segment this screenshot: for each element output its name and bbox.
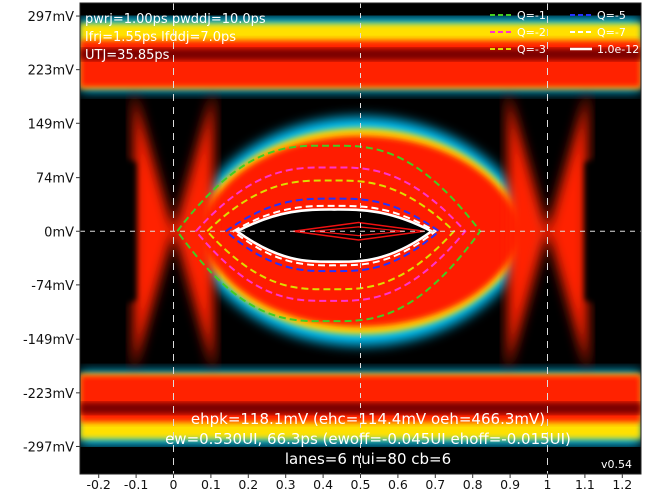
x-axis: -0.2 -0.1 0 0.1 0.2 0.3 0.4 0.5 0.6 0.7 0.8 0.9 1 1.1…	[87, 474, 632, 492]
x-tick-label: -0.1	[124, 477, 148, 492]
legend-label: 1.0e-12	[597, 43, 639, 56]
x-tick-label: -0.2	[87, 477, 111, 492]
params-annotation: pwrj=1.00ps pwddj=10.0ps lfrj=1.55ps lfd…	[85, 12, 266, 63]
y-tick-label: -297mV	[23, 440, 74, 455]
y-tick-label: 74mV	[36, 172, 74, 187]
legend: Q=-1 Q=-5 Q=-2 Q=-7 Q=-3 1.0e-12	[490, 9, 639, 56]
y-tick-label: -223mV	[23, 387, 74, 402]
x-tick-label: 0.8	[463, 477, 483, 492]
legend-label: Q=-1	[517, 9, 546, 22]
x-tick-label: 0	[170, 477, 178, 492]
x-tick-label: 0.4	[313, 477, 333, 492]
x-tick-label: 1	[544, 477, 552, 492]
summary-line-3: lanes=6 nui=80 cb=6	[285, 450, 451, 468]
x-tick-label: 0.7	[425, 477, 445, 492]
heat-top-black	[80, 3, 641, 16]
params-line-3: UTJ=35.85ps	[85, 48, 170, 63]
params-line-2: lfrj=1.55ps lfddj=7.0ps	[85, 30, 236, 45]
x-tick-label: 1.1	[575, 477, 595, 492]
params-line-1: pwrj=1.00ps pwddj=10.0ps	[85, 12, 266, 27]
y-tick-label: 0mV	[44, 225, 74, 240]
x-tick-label: 0.3	[276, 477, 296, 492]
x-tick-label: 0.1	[201, 477, 221, 492]
contour-Q-2	[194, 166, 467, 302]
y-tick-label: -74mV	[31, 279, 74, 294]
heat-lower-dark	[80, 402, 641, 415]
summary-annotation: ehpk=118.1mV (ehc=114.4mV oeh=466.3mV) e…	[165, 410, 571, 468]
version-label: v0.54	[601, 458, 632, 471]
y-tick-label: 149mV	[28, 117, 74, 132]
summary-line-2: ew=0.530UI, 66.3ps (ewoff=-0.045UI ehoff…	[165, 430, 571, 448]
crosshair-layer	[80, 3, 641, 474]
legend-label: Q=-7	[597, 26, 626, 39]
x-tick-label: 0.6	[388, 477, 408, 492]
y-tick-label: -149mV	[23, 333, 74, 348]
x-tick-label: 0.9	[500, 477, 520, 492]
y-tick-label: 223mV	[28, 64, 74, 79]
legend-label: Q=-2	[517, 26, 546, 39]
eye-opening-fill	[237, 209, 432, 262]
y-tick-label: 297mV	[28, 10, 74, 25]
contour-Q-7	[231, 204, 438, 267]
x-tick-label: 1.2	[612, 477, 632, 492]
legend-label: Q=-3	[517, 43, 546, 56]
summary-line-1: ehpk=118.1mV (ehc=114.4mV oeh=466.3mV)	[191, 410, 545, 428]
contour-Q-5	[224, 197, 441, 273]
heat-void-left	[80, 144, 137, 319]
heat-crossing-right-red	[507, 91, 588, 372]
x-tick-label: 0.5	[351, 477, 371, 492]
y-axis: 297mV 223mV 149mV 74mV 0mV -74mV -149mV -223mV -…	[23, 10, 80, 455]
legend-label: Q=-5	[597, 9, 626, 22]
x-tick-label: 0.2	[238, 477, 258, 492]
